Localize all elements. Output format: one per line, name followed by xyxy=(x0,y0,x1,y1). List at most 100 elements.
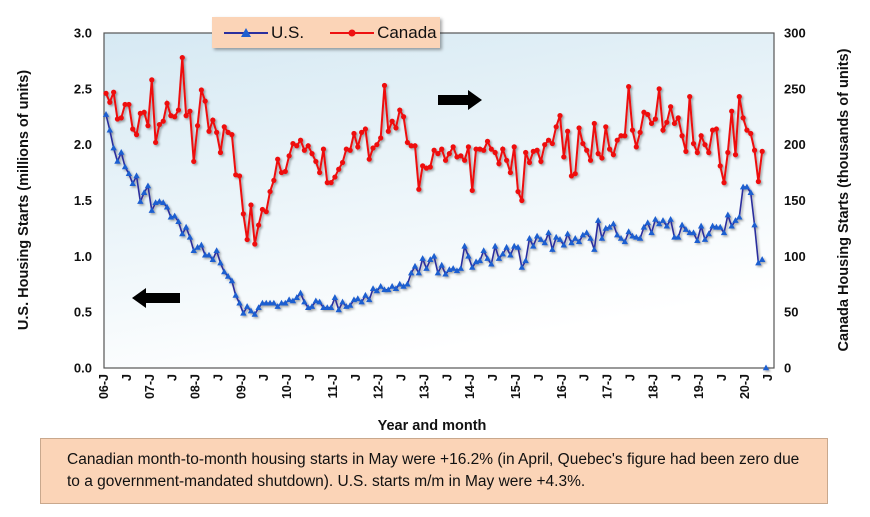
canada-data-point xyxy=(740,115,746,121)
us-data-point xyxy=(545,229,552,236)
us-data-point xyxy=(331,294,339,300)
canada-data-point xyxy=(641,109,647,115)
us-data-point xyxy=(655,220,663,227)
legend-us: U.S. xyxy=(224,23,304,43)
us-data-point xyxy=(697,222,705,229)
x-tick-label: J xyxy=(623,374,637,381)
us-data-point xyxy=(213,247,220,254)
x-tick-label: J xyxy=(761,374,775,381)
us-data-point xyxy=(255,304,262,310)
us-data-point xyxy=(415,269,423,276)
canada-data-point xyxy=(126,101,132,108)
x-tick-label: 17-J xyxy=(601,374,615,399)
canada-data-point xyxy=(679,133,685,139)
canada-data-point xyxy=(187,108,193,114)
canada-data-point xyxy=(542,142,548,148)
canada-data-point xyxy=(133,132,140,138)
us-data-point xyxy=(537,236,545,242)
us-data-point xyxy=(732,217,739,223)
us-data-point xyxy=(274,303,281,309)
us-data-point xyxy=(720,229,728,236)
canada-data-point xyxy=(317,169,323,176)
canada-data-point xyxy=(690,140,697,147)
us-data-point xyxy=(316,298,323,305)
x-tick-label: 13-J xyxy=(417,374,431,399)
canada-data-point xyxy=(141,109,147,115)
canada-data-point xyxy=(416,186,422,192)
canada-data-point xyxy=(534,147,540,153)
us-data-point xyxy=(240,309,247,316)
x-tick-label: J xyxy=(349,374,363,381)
legend-us-label: U.S. xyxy=(271,22,305,42)
us-data-point xyxy=(392,285,400,292)
canada-data-point xyxy=(198,87,204,93)
us-data-point xyxy=(224,272,232,279)
canada-data-point xyxy=(439,146,445,152)
canada-data-point xyxy=(706,149,712,156)
canada-data-point xyxy=(145,123,151,129)
canada-data-point xyxy=(309,151,315,157)
canada-data-point xyxy=(576,125,582,131)
canada-data-point xyxy=(160,118,166,124)
canada-data-point xyxy=(404,139,410,146)
us-data-point xyxy=(583,229,590,236)
canada-data-point xyxy=(492,149,498,156)
us-data-point xyxy=(102,111,110,117)
us-data-point xyxy=(598,234,606,241)
canada-data-point xyxy=(618,133,624,139)
canada-data-point xyxy=(450,144,456,150)
x-tick-label: J xyxy=(440,374,454,381)
canada-data-point xyxy=(660,127,666,133)
us-data-point xyxy=(198,241,205,248)
us-data-point xyxy=(591,246,598,252)
canada-data-point xyxy=(725,149,731,156)
us-data-point xyxy=(690,229,697,236)
us-data-point xyxy=(175,218,182,225)
x-tick-label: 08-J xyxy=(189,374,203,399)
us-data-point xyxy=(575,238,583,245)
canada-data-point xyxy=(191,158,197,165)
canada-data-point xyxy=(538,158,544,165)
canada-data-point xyxy=(511,144,517,150)
us-data-point xyxy=(610,220,617,227)
canada-data-point xyxy=(462,157,468,163)
canada-data-point xyxy=(225,129,231,135)
us-data-point xyxy=(171,212,178,219)
us-data-point xyxy=(205,251,213,258)
canada-data-point xyxy=(248,202,254,208)
us-data-point xyxy=(499,250,506,257)
right-y-tick-label: 50 xyxy=(784,305,798,320)
canada-data-point xyxy=(244,236,250,243)
us-data-point xyxy=(125,170,133,176)
canada-data-point xyxy=(366,156,372,162)
us-data-point xyxy=(568,239,575,246)
canada-data-point xyxy=(240,211,246,217)
canada-data-point xyxy=(568,173,575,179)
x-tick-label: J xyxy=(120,374,134,381)
us-data-point xyxy=(388,282,396,289)
left-arrow-icon xyxy=(132,288,180,308)
right-y-tick-label: 200 xyxy=(784,137,806,152)
canada-data-point xyxy=(622,133,628,139)
x-tick-label: J xyxy=(532,374,546,381)
us-data-point xyxy=(495,255,503,261)
us-data-point xyxy=(217,259,224,266)
canada-data-point xyxy=(107,99,113,105)
canada-data-point xyxy=(507,169,513,176)
canada-data-point xyxy=(172,114,178,120)
us-data-point xyxy=(541,239,548,246)
us-data-point xyxy=(758,256,766,262)
us-data-point xyxy=(293,294,300,300)
circle-marker-icon xyxy=(330,29,375,36)
canada-data-point xyxy=(626,84,632,90)
us-data-point xyxy=(621,238,629,245)
us-data-point xyxy=(728,222,735,229)
us-data-point xyxy=(724,211,732,218)
us-data-point xyxy=(438,261,445,268)
canada-data-point xyxy=(393,125,399,131)
canada-data-point xyxy=(236,173,243,179)
us-data-point xyxy=(118,148,125,155)
us-data-point xyxy=(556,236,564,242)
canada-data-point xyxy=(656,86,662,92)
